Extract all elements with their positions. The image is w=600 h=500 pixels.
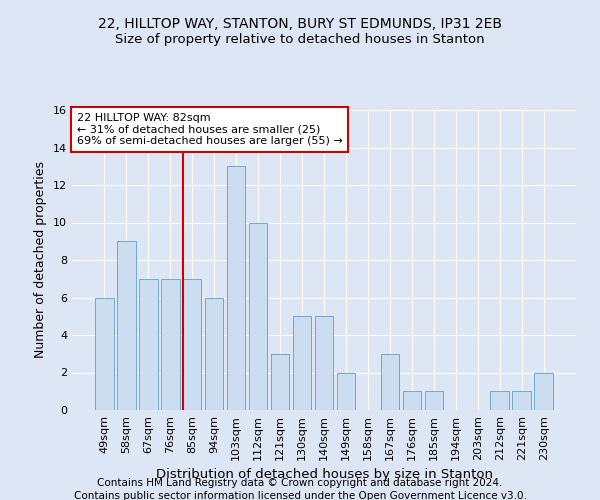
Bar (535, 372, 553, 410)
Bar (293, 316, 311, 410)
Bar (337, 372, 355, 410)
Bar (161, 279, 179, 410)
Bar (490, 391, 509, 410)
Bar (425, 391, 443, 410)
Bar (271, 354, 289, 410)
Text: Contains public sector information licensed under the Open Government Licence v3: Contains public sector information licen… (74, 491, 526, 500)
Bar (139, 279, 158, 410)
Bar (183, 279, 202, 410)
Text: 22, HILLTOP WAY, STANTON, BURY ST EDMUNDS, IP31 2EB: 22, HILLTOP WAY, STANTON, BURY ST EDMUND… (98, 18, 502, 32)
Bar (117, 242, 136, 410)
Bar (205, 298, 223, 410)
Text: Size of property relative to detached houses in Stanton: Size of property relative to detached ho… (115, 32, 485, 46)
Y-axis label: Number of detached properties: Number of detached properties (34, 162, 47, 358)
Bar (227, 166, 245, 410)
Text: 22 HILLTOP WAY: 82sqm
← 31% of detached houses are smaller (25)
69% of semi-deta: 22 HILLTOP WAY: 82sqm ← 31% of detached … (77, 113, 343, 146)
Text: Contains HM Land Registry data © Crown copyright and database right 2024.: Contains HM Land Registry data © Crown c… (97, 478, 503, 488)
X-axis label: Distribution of detached houses by size in Stanton: Distribution of detached houses by size … (155, 468, 493, 481)
Bar (380, 354, 399, 410)
Bar (314, 316, 334, 410)
Bar (249, 222, 268, 410)
Bar (95, 298, 113, 410)
Bar (403, 391, 421, 410)
Bar (512, 391, 531, 410)
